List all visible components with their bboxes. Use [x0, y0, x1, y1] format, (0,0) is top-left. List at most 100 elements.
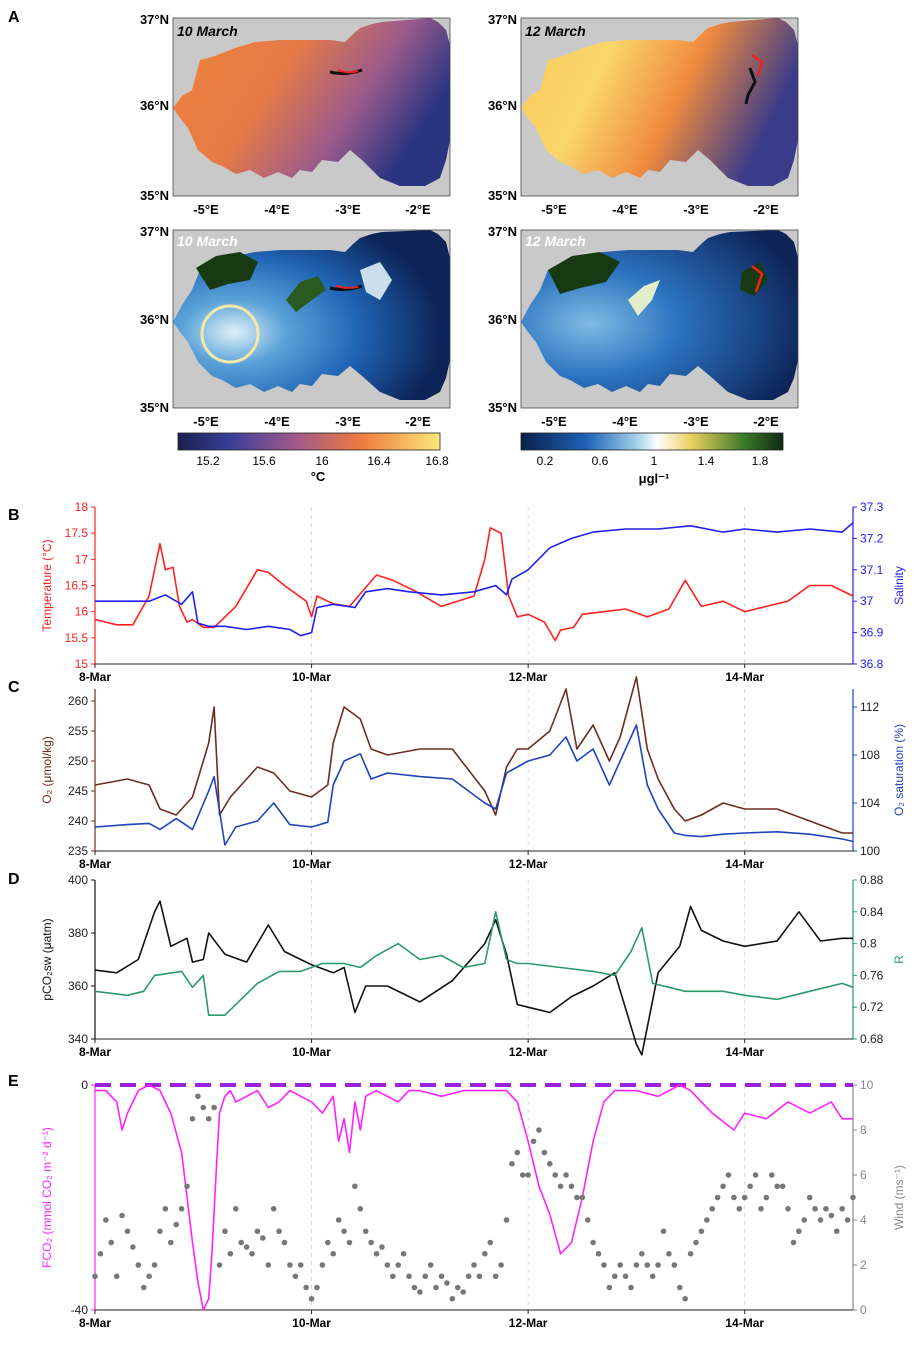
sst-tick: 16	[315, 454, 329, 468]
lat-label: 37°N	[488, 224, 517, 239]
wind-point	[693, 1239, 699, 1246]
wind-point	[709, 1205, 716, 1212]
wind-point	[574, 1194, 580, 1201]
wind-point	[465, 1273, 472, 1280]
wind-point	[850, 1194, 856, 1201]
wind-point	[568, 1183, 575, 1190]
wind-point	[97, 1250, 104, 1257]
right-tick-label: 36.9	[860, 626, 884, 640]
wind-point	[487, 1239, 494, 1246]
left-tick-label: -40	[71, 1303, 89, 1317]
x-tick-label: 10-Mar	[292, 670, 331, 684]
wind-point	[639, 1250, 645, 1257]
left-tick-label: 380	[68, 926, 88, 940]
chart-panel-c: 235 240 245 250 255 260 100 104 108 112 8-Mar 10-Ma…	[40, 676, 906, 871]
map-title: 12 March	[525, 233, 586, 249]
wind-point	[195, 1093, 201, 1100]
left-tick-label: 400	[68, 873, 88, 887]
panel-letter-e: E	[8, 1073, 19, 1090]
wind-point	[660, 1228, 667, 1235]
left-tick-label: 340	[68, 1032, 88, 1046]
right-tick-label: 6	[860, 1168, 867, 1182]
wind-point	[205, 1115, 212, 1122]
x-tick-label: 10-Mar	[292, 1045, 331, 1059]
wind-point	[790, 1239, 797, 1246]
left-tick-label: 240	[68, 814, 88, 828]
wind-point	[666, 1250, 672, 1257]
wind-point	[763, 1194, 770, 1201]
wind-point	[270, 1205, 277, 1212]
wind-point	[606, 1284, 613, 1291]
wind-point	[601, 1262, 607, 1268]
wind-point	[785, 1205, 791, 1212]
wind-point	[308, 1295, 315, 1302]
lon-label: -2°E	[753, 414, 779, 429]
chl-tick: 1	[651, 454, 658, 468]
lat-label: 35°N	[140, 188, 169, 203]
left-tick-label: 360	[68, 979, 88, 993]
chart-panel-d: 340 360 380 400 0.68 0.72 0.76 0.8 0.84 0.88 8-Mar…	[40, 873, 906, 1059]
wind-point	[389, 1273, 396, 1280]
wind-point	[812, 1205, 818, 1212]
x-tick-label: 8-Mar	[79, 670, 111, 684]
wind-point	[509, 1160, 515, 1167]
lon-label: -4°E	[264, 414, 290, 429]
x-tick-label: 14-Mar	[725, 1316, 764, 1330]
wind-point	[525, 1172, 531, 1178]
left-tick-label: 235	[68, 844, 88, 858]
lon-label: -4°E	[264, 202, 290, 217]
wind-point	[806, 1194, 813, 1201]
lat-label: 35°N	[488, 188, 517, 203]
wind-point	[216, 1262, 223, 1268]
lon-label: -5°E	[193, 414, 219, 429]
wind-point	[341, 1228, 347, 1235]
chart-panel-e: -40 0 0 2 4 6 8 10 8-Mar 10-Mar 12-Mar 14-Mar FCO₂ (…	[40, 1078, 906, 1330]
x-tick-label: 12-Mar	[509, 670, 548, 684]
wind-point	[536, 1127, 542, 1133]
right-tick-label: 0.76	[860, 968, 884, 982]
left-tick-label: 15	[75, 657, 89, 671]
wind-point	[823, 1205, 829, 1212]
lon-label: -3°E	[335, 414, 361, 429]
wind-point	[173, 1221, 180, 1228]
wind-point	[287, 1262, 293, 1268]
x-tick-label: 10-Mar	[292, 1316, 331, 1330]
x-tick-label: 8-Mar	[79, 857, 111, 871]
wind-point	[563, 1172, 569, 1178]
wind-point	[579, 1194, 586, 1201]
wind-point	[297, 1262, 304, 1268]
lon-label: -2°E	[405, 414, 431, 429]
wind-point	[417, 1289, 423, 1295]
lon-label: -5°E	[193, 202, 219, 217]
wind-point	[557, 1183, 564, 1190]
wind-point	[492, 1273, 499, 1280]
wind-point	[232, 1205, 239, 1212]
wind-point	[124, 1228, 131, 1235]
wind-point	[319, 1262, 326, 1268]
wind-point	[622, 1273, 629, 1280]
sst-tick: 16.8	[425, 454, 449, 468]
left-tick-label: 15.5	[65, 631, 89, 645]
lat-label: 35°N	[140, 400, 169, 415]
right-tick-label: 37	[860, 594, 874, 608]
wind-point	[438, 1273, 445, 1280]
left-tick-label: 16.5	[65, 579, 89, 593]
right-tick-label: 104	[860, 796, 880, 810]
lon-label: -4°E	[612, 414, 638, 429]
map-title: 10 March	[177, 233, 238, 249]
sst-colorbar: 15.2 15.6 16 16.4 16.8 °C	[177, 432, 449, 484]
y2-axis-label: Wind (ms⁻¹)	[892, 1165, 906, 1230]
right-tick-label: 8	[860, 1123, 867, 1137]
series-line	[94, 910, 854, 1017]
wind-point	[774, 1183, 780, 1190]
wind-point	[411, 1284, 418, 1291]
wind-point	[276, 1228, 282, 1235]
wind-point	[720, 1183, 726, 1190]
wind-point	[617, 1262, 623, 1268]
wind-point	[433, 1284, 439, 1291]
lat-label: 36°N	[140, 98, 169, 113]
wind-point	[200, 1104, 207, 1111]
wind-point	[379, 1244, 385, 1250]
x-tick-label: 12-Mar	[509, 1045, 548, 1059]
wind-point	[454, 1284, 461, 1291]
